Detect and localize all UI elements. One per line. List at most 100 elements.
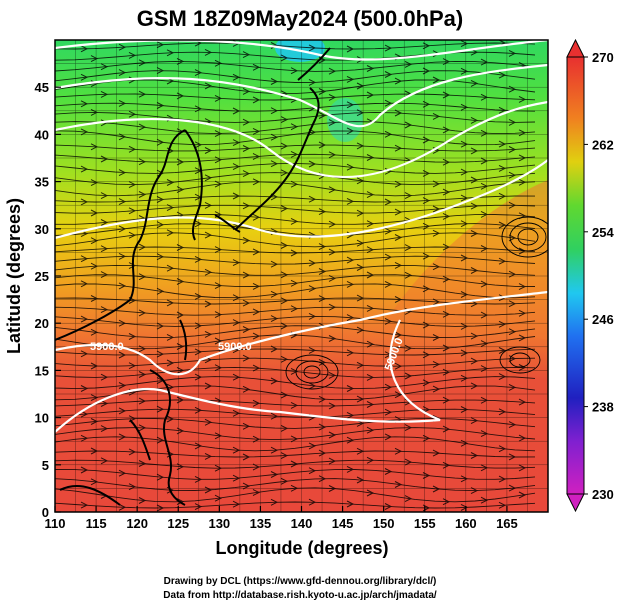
wind-arrowhead bbox=[422, 42, 431, 50]
wind-arrowhead bbox=[204, 452, 213, 460]
x-tick-label: 150 bbox=[373, 516, 395, 531]
wind-arrowhead bbox=[498, 221, 507, 229]
wind-arrowhead bbox=[204, 201, 213, 209]
wind-arrowhead bbox=[280, 391, 289, 399]
wind-arrowhead bbox=[366, 373, 375, 381]
wind-arrowhead bbox=[308, 195, 317, 203]
wind-arrowhead bbox=[498, 501, 507, 509]
x-tick-label: 115 bbox=[86, 516, 107, 531]
streamline bbox=[55, 172, 536, 186]
wind-arrowhead bbox=[432, 360, 441, 368]
x-tick-label: 160 bbox=[455, 516, 477, 531]
streamline bbox=[55, 357, 536, 367]
wind-arrowhead bbox=[422, 169, 431, 177]
credit-line-2: Data from http://database.rish.kyoto-u.a… bbox=[163, 590, 437, 601]
wind-arrowhead bbox=[118, 69, 127, 77]
wind-arrowhead bbox=[470, 452, 479, 459]
wind-arrowhead bbox=[518, 491, 527, 499]
wind-arrowhead bbox=[204, 300, 213, 308]
wind-arrowhead bbox=[518, 434, 527, 442]
wind-arrowhead bbox=[384, 253, 393, 261]
wind-arrowhead bbox=[470, 79, 479, 87]
vortex-center bbox=[285, 354, 339, 390]
wind-arrowhead bbox=[90, 362, 99, 370]
wind-arrowhead bbox=[384, 383, 393, 391]
wind-arrowhead bbox=[318, 358, 327, 366]
wind-arrowhead bbox=[270, 471, 279, 478]
colorbar-bottom-arrow bbox=[566, 493, 585, 513]
wind-arrowhead bbox=[252, 248, 261, 256]
wind-arrowhead bbox=[356, 264, 365, 271]
wind-arrowhead bbox=[242, 326, 251, 333]
wind-arrowhead bbox=[328, 186, 337, 194]
wind-arrowhead bbox=[252, 399, 261, 407]
wind-arrowhead bbox=[346, 163, 355, 171]
wind-arrowhead bbox=[404, 271, 413, 279]
wind-arrowhead bbox=[394, 144, 403, 152]
wind-arrowhead bbox=[128, 231, 137, 239]
wind-arrowhead bbox=[518, 178, 527, 186]
wind-arrowhead bbox=[460, 291, 469, 298]
wind-arrowhead bbox=[480, 58, 489, 66]
wind-arrowhead bbox=[308, 346, 317, 354]
wind-arrowhead bbox=[518, 464, 527, 472]
wind-arrowhead bbox=[356, 177, 365, 185]
wind-arrowhead bbox=[270, 290, 279, 298]
wind-arrowhead bbox=[80, 385, 89, 392]
wind-arrowhead bbox=[384, 44, 393, 52]
streamline bbox=[55, 376, 536, 390]
wind-arrowhead bbox=[100, 63, 109, 71]
wind-arrowhead bbox=[356, 239, 365, 247]
wind-arrowhead bbox=[422, 285, 431, 293]
wind-arrowhead bbox=[508, 146, 517, 153]
wind-arrowhead bbox=[290, 367, 299, 375]
wind-arrowhead bbox=[460, 475, 469, 483]
wind-arrowhead bbox=[252, 213, 261, 221]
wind-arrowhead bbox=[346, 349, 355, 357]
streamline bbox=[55, 450, 536, 458]
wind-arrowhead bbox=[194, 292, 203, 300]
wind-arrowhead bbox=[270, 315, 279, 323]
wind-arrowhead bbox=[118, 433, 127, 441]
streamline bbox=[55, 315, 536, 327]
wind-arrowhead bbox=[214, 337, 223, 345]
wind-arrowhead bbox=[508, 270, 517, 278]
wind-arrowhead bbox=[498, 373, 507, 381]
wind-arrowhead bbox=[100, 373, 109, 381]
y-tick-label: 15 bbox=[35, 363, 49, 378]
wind-arrowhead bbox=[422, 321, 431, 329]
wind-arrowhead bbox=[498, 408, 507, 416]
wind-arrowhead bbox=[138, 460, 147, 467]
y-tick-label: 35 bbox=[35, 175, 49, 190]
wind-arrowhead bbox=[166, 179, 175, 186]
wind-arrowhead bbox=[318, 423, 327, 431]
wind-arrowhead bbox=[460, 140, 469, 148]
wind-arrowhead bbox=[204, 418, 213, 426]
plot-area: 5900.0 5900.0 5900.0 bbox=[55, 40, 548, 512]
wind-arrowhead bbox=[232, 73, 241, 81]
wind-arrowhead bbox=[194, 255, 203, 263]
wind-arrowhead bbox=[384, 198, 393, 206]
streamline bbox=[55, 478, 536, 492]
wind-arrowhead bbox=[328, 335, 337, 342]
wind-arrowhead bbox=[270, 260, 279, 268]
wind-arrowhead bbox=[460, 374, 469, 382]
x-tick-label: 140 bbox=[291, 516, 313, 531]
wind-arrowhead bbox=[384, 280, 393, 288]
wind-arrowhead bbox=[232, 139, 241, 147]
wind-arrowhead bbox=[366, 426, 375, 434]
wind-arrowhead bbox=[460, 194, 469, 202]
streamline bbox=[55, 121, 536, 135]
wind-arrowhead bbox=[328, 371, 337, 379]
wind-arrowhead bbox=[242, 453, 251, 461]
wind-arrowhead bbox=[118, 382, 127, 389]
wind-arrowhead bbox=[166, 229, 175, 237]
wind-arrowhead bbox=[290, 217, 299, 225]
wind-arrowhead bbox=[128, 362, 137, 370]
wind-arrowhead bbox=[394, 481, 403, 488]
streamline bbox=[55, 70, 536, 83]
wind-arrowhead bbox=[318, 268, 327, 275]
wind-arrowhead bbox=[366, 91, 375, 99]
wind-arrowhead bbox=[270, 133, 279, 141]
wind-arrowhead bbox=[156, 287, 165, 295]
